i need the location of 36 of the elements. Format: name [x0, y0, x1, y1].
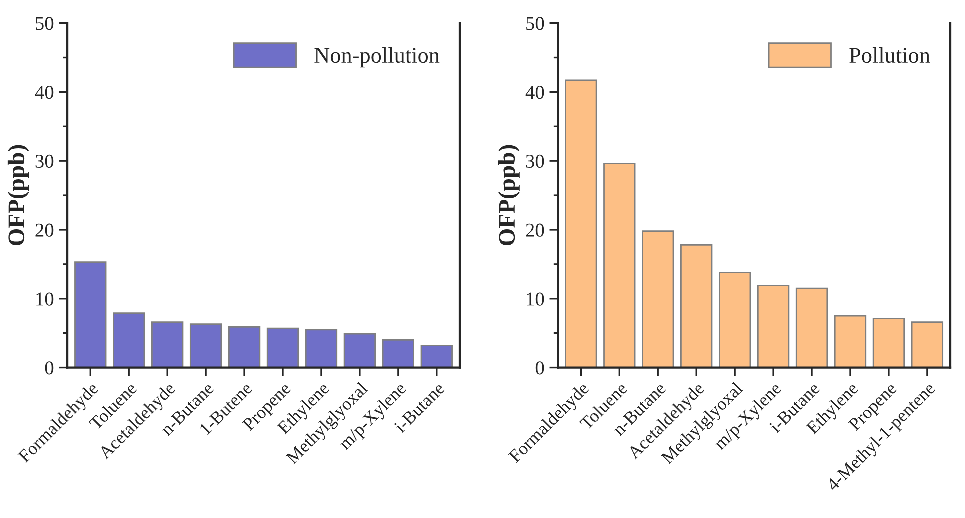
bar — [834, 315, 867, 368]
y-tick-label: 0 — [45, 362, 54, 375]
bar — [266, 328, 300, 368]
bar — [796, 288, 828, 368]
bar — [872, 318, 906, 368]
y-tick-label: 50 — [36, 17, 54, 30]
bar — [911, 322, 944, 368]
bar — [305, 329, 338, 368]
bar — [344, 333, 376, 368]
legend-label: Pollution — [850, 47, 930, 64]
bar — [565, 80, 598, 368]
bar — [680, 244, 713, 368]
legend-label: Non-pollution — [314, 47, 440, 68]
y-tick-label: 30 — [526, 154, 544, 168]
y-tick-label: 0 — [536, 362, 544, 375]
y-tick-label: 40 — [526, 86, 544, 100]
y-tick-label: 20 — [526, 224, 544, 237]
y-tick-label: 20 — [36, 224, 54, 237]
y-axis-title: OFP(ppb) — [498, 145, 520, 246]
bar — [420, 345, 453, 368]
bar — [757, 285, 790, 368]
bar — [113, 312, 146, 368]
y-tick-label: 40 — [35, 86, 54, 100]
bar — [382, 340, 415, 368]
y-tick-label: 50 — [526, 17, 544, 30]
bar — [228, 326, 261, 368]
y-tick-label: 10 — [36, 292, 54, 306]
y-tick-label: 10 — [527, 292, 544, 306]
bar — [642, 230, 674, 368]
bar — [604, 163, 636, 368]
bar — [190, 324, 222, 368]
bar — [151, 322, 184, 368]
y-tick-label: 30 — [36, 154, 54, 168]
y-axis-title: OFP(ppb) — [8, 145, 30, 246]
bar — [718, 272, 752, 368]
bar — [74, 262, 107, 368]
